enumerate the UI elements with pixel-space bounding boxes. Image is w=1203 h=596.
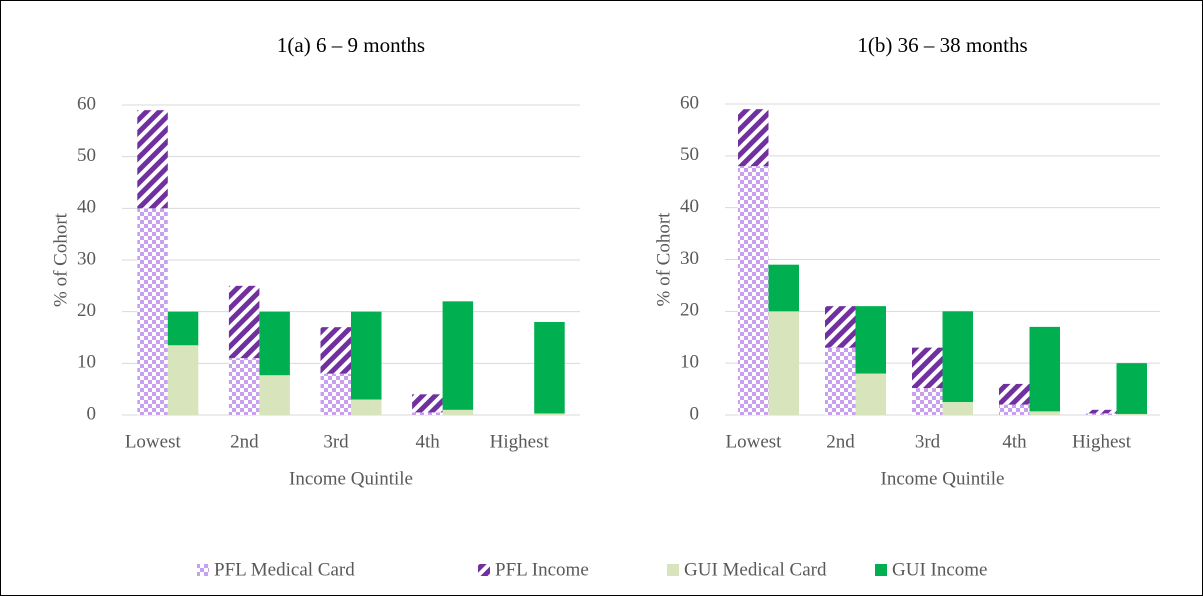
x-tick-label: 3rd [915, 431, 941, 452]
y-tick-label: 20 [77, 300, 96, 321]
bar-segment [1029, 326, 1060, 412]
bar-segment [320, 327, 351, 374]
bar-segment [999, 383, 1030, 405]
bar-segment [351, 311, 382, 400]
bar-segment [259, 311, 290, 376]
y-tick-label: 10 [77, 352, 96, 373]
bar-segment [912, 388, 943, 415]
x-tick-label: Highest [490, 431, 550, 452]
bar-segment [137, 208, 168, 415]
bar-segment [855, 373, 886, 415]
bar-segment [912, 347, 943, 389]
bar-segment [942, 311, 973, 403]
bar-segment [351, 399, 382, 415]
x-axis-label: Income Quintile [289, 468, 413, 489]
bar-segment [259, 375, 290, 415]
bar-segment [1116, 363, 1147, 414]
chart-title: 1(b) 36 – 38 months [857, 33, 1027, 57]
y-tick-label: 20 [680, 300, 699, 321]
legend-marker [667, 564, 679, 576]
x-tick-label: 3rd [323, 431, 349, 452]
bar-segment [825, 306, 856, 348]
bar-segment [137, 110, 168, 209]
bar-segment [412, 412, 443, 415]
y-tick-label: 50 [77, 145, 96, 166]
bar-segment [320, 373, 351, 415]
bar-segment [1086, 413, 1117, 415]
legend-label: GUI Medical Card [684, 559, 827, 580]
y-tick-label: 0 [690, 403, 700, 424]
x-tick-label: 2nd [230, 431, 259, 452]
legend-marker [478, 564, 490, 576]
bar-segment [442, 409, 474, 415]
legend-label: PFL Medical Card [214, 559, 355, 580]
bar-segment [768, 264, 799, 312]
bar-segment [738, 109, 769, 167]
bar-segment [228, 358, 260, 415]
bar-segment [534, 413, 565, 415]
bar-segment [1029, 411, 1060, 415]
y-tick-label: 40 [680, 196, 699, 217]
y-tick-label: 40 [77, 197, 96, 218]
bar-segment [855, 306, 886, 374]
legend-marker [197, 564, 209, 576]
bar-segment [1116, 413, 1147, 415]
legend-label: PFL Income [495, 559, 589, 580]
y-tick-label: 30 [680, 248, 699, 269]
legend-label: GUI Income [892, 559, 988, 580]
y-tick-label: 60 [680, 92, 699, 113]
x-tick-label: 2nd [826, 431, 855, 452]
bar-segment [999, 404, 1030, 415]
y-axis-label: % of Cohort [50, 212, 71, 307]
bar-segment [738, 166, 769, 415]
chart-title: 1(a) 6 – 9 months [277, 33, 425, 57]
bar-segment [442, 301, 474, 410]
y-tick-label: 10 [680, 352, 699, 373]
bar-segment [768, 311, 799, 415]
bar-segment [534, 322, 565, 414]
x-tick-label: Highest [1072, 431, 1132, 452]
bar-segment [412, 394, 443, 413]
y-axis-label: % of Cohort [653, 212, 674, 307]
x-tick-label: 4th [415, 431, 440, 452]
bar-segment [1086, 409, 1117, 414]
bar-segment [942, 402, 973, 415]
y-tick-label: 30 [77, 248, 96, 269]
y-tick-label: 0 [87, 403, 97, 424]
bar-segment [825, 347, 856, 415]
legend-marker [875, 564, 887, 576]
x-axis-label: Income Quintile [881, 468, 1005, 489]
x-tick-label: 4th [1002, 431, 1027, 452]
x-tick-label: Lowest [125, 431, 182, 452]
x-tick-label: Lowest [726, 431, 783, 452]
y-tick-label: 60 [77, 93, 96, 114]
y-tick-label: 50 [680, 144, 699, 165]
bar-segment [228, 285, 260, 359]
bar-segment [167, 311, 199, 346]
bar-segment [167, 345, 199, 415]
